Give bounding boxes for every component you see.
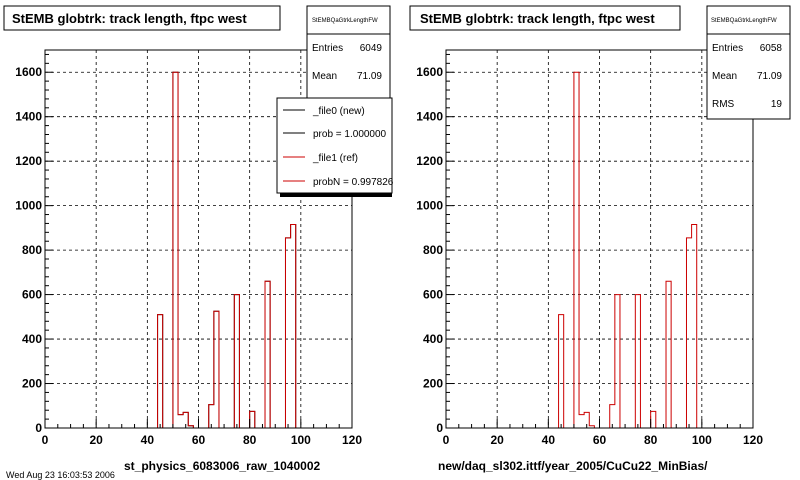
panel-2-xtick-label-0: 0 [443,433,450,447]
panel-1-title: StEMB globtrk: track length, ftpc west [12,11,247,26]
footer-timestamp: Wed Aug 23 16:03:53 2006 [6,470,115,480]
panel-1-plot-area: 0 200 400 600 800 1000 1200 1400 1600 0 20 40 60 80 10… [15,49,362,447]
panel-2-stats-box: StEMBQaGtrkLengthFW Entries 6058 Mean 71… [706,5,791,120]
panel-2-ytick-label-2: 400 [423,332,443,346]
panel-1-xtick-label-5: 100 [291,433,311,447]
panel-1-title-box [3,5,281,31]
panel-1-xtick-label-4: 80 [243,433,257,447]
panel-2-stats-name: StEMBQaGtrkLengthFW [711,18,777,24]
panel-1-xtick-label-3: 60 [192,433,206,447]
panel-2-ytick-label-8: 1600 [416,65,443,79]
panel-1-stats-name: StEMBQaGtrkLengthFW [312,18,378,24]
panel-1-stats-mean-label: Mean [312,71,337,82]
legend-entry-ref: _file1 (ref) [312,153,358,164]
panel-1-stats-mean-value: 71.09 [357,71,382,82]
panel-2-title-box [409,5,681,31]
panel-1-ytick-label-0: 0 [35,421,42,435]
panel-1-xtick-label-6: 120 [342,433,362,447]
panel-2-stats-rms-value: 19 [771,99,783,110]
panel-1-stats-entries-value: 6049 [360,43,383,54]
panel-1-legend: _file0 (new) prob = 1.000000 _file1 (ref… [276,97,394,197]
panel-1-xtick-label-0: 0 [42,433,49,447]
panel-1: StEMB globtrk: track length, ftpc west s… [3,5,394,473]
panel-1-xtick-label-1: 20 [89,433,103,447]
legend-entry-probn: probN = 0.997826 [313,177,394,188]
panel-2-xtick-label-1: 20 [490,433,504,447]
panel-1-ytick-label-6: 1200 [15,154,42,168]
panel-2-xtick-label-4: 80 [644,433,658,447]
panel-2-ytick-label-3: 600 [423,288,443,302]
panel-2-xtick-label-6: 120 [743,433,763,447]
panel-2-title: StEMB globtrk: track length, ftpc west [420,11,655,26]
panel-2-stats-entries-value: 6058 [760,43,783,54]
panel-1-x-axis-label: st_physics_6083006_raw_1040002 [124,459,320,473]
panel-1-ytick-label-2: 400 [22,332,42,346]
panel-1-stats-entries-label: Entries [312,43,343,54]
panel-2-stats-rms-label: RMS [712,99,735,110]
legend-entry-prob: prob = 1.000000 [313,129,387,140]
panel-2-stats-mean-label: Mean [712,71,737,82]
panel-1-ytick-label-4: 800 [22,243,42,257]
panel-2-ytick-label-7: 1400 [416,110,443,124]
panel-2-ytick-label-0: 0 [436,421,443,435]
panel-2-xtick-label-3: 60 [593,433,607,447]
panel-2-stats-frame [706,5,791,120]
panel-1-ytick-label-5: 1000 [15,199,42,213]
panel-1-ytick-label-3: 600 [22,288,42,302]
panel-1-ytick-label-1: 200 [22,377,42,391]
legend-entry-new: _file0 (new) [312,106,365,117]
legend-frame [276,97,393,194]
panel-1-xtick-label-2: 40 [141,433,155,447]
panel-1-ytick-label-7: 1400 [15,110,42,124]
panel-2-ytick-label-6: 1200 [416,154,443,168]
panel-2-x-axis-label: new/daq_sl302.ittf/year_2005/CuCu22_MinB… [438,459,708,473]
panel-2-ytick-label-4: 800 [423,243,443,257]
panel-2-ytick-label-5: 1000 [416,199,443,213]
panel-2-xtick-label-5: 100 [692,433,712,447]
panel-2: StEMB globtrk: track length, ftpc west n… [409,5,791,473]
panel-2-stats-mean-value: 71.09 [757,71,782,82]
panel-2-xtick-label-2: 40 [542,433,556,447]
panel-1-ytick-label-8: 1600 [15,65,42,79]
panel-2-plot-area: 0 200 400 600 800 1000 1200 1400 1600 0 20 40 60 80 10… [416,49,763,447]
panel-2-stats-entries-label: Entries [712,43,743,54]
panel-2-ytick-label-1: 200 [423,377,443,391]
